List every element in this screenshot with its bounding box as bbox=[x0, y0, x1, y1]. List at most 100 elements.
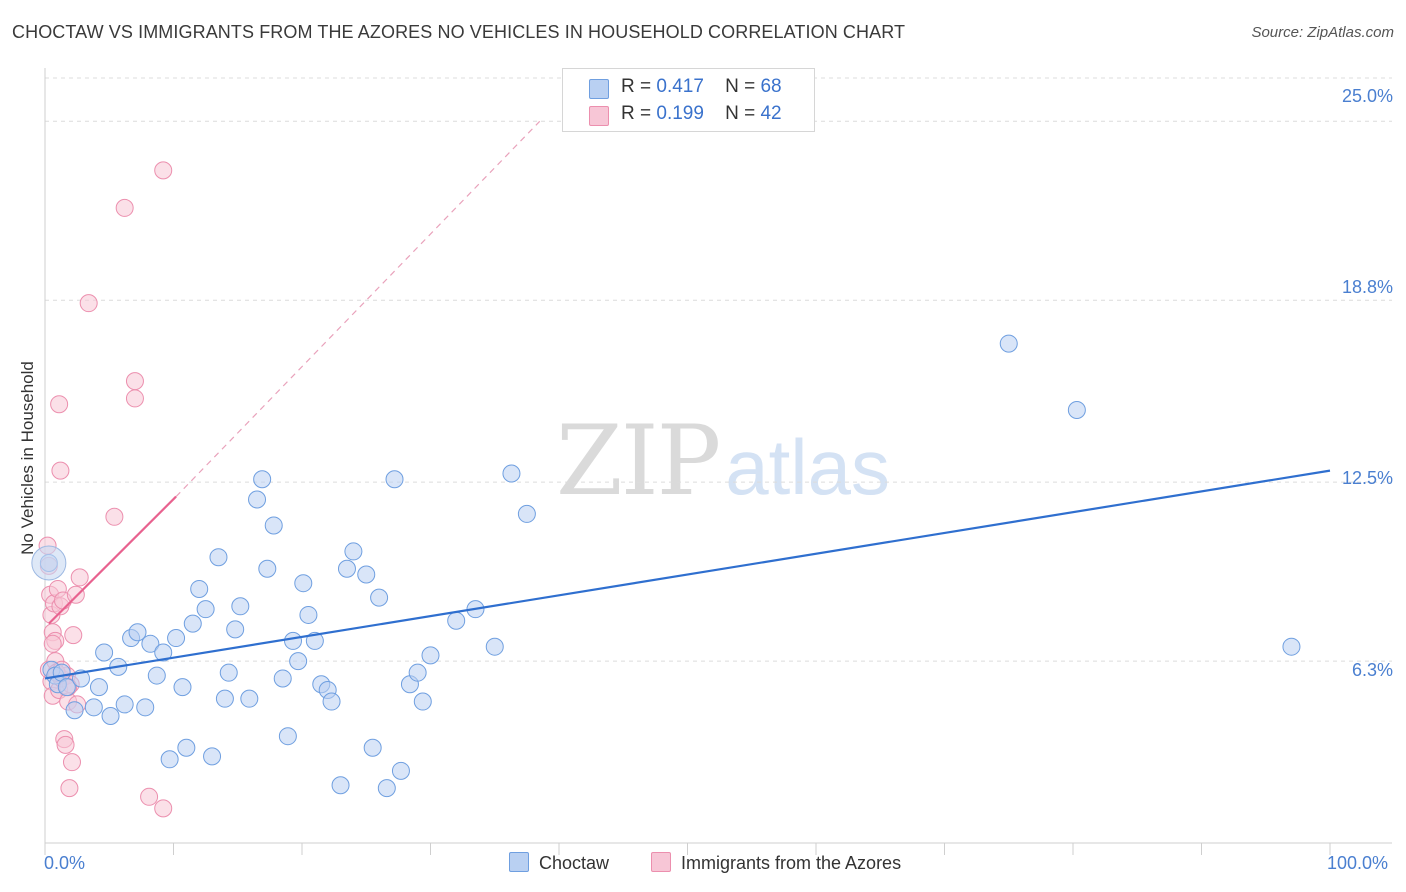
legend-swatch-pink bbox=[651, 852, 671, 872]
legend-n-label: N = bbox=[725, 103, 756, 124]
data-point-choctaw bbox=[385, 470, 404, 489]
data-point-choctaw bbox=[331, 776, 350, 795]
data-point-azores bbox=[56, 735, 75, 754]
data-point-choctaw bbox=[294, 574, 313, 593]
legend-swatch-blue bbox=[589, 79, 609, 99]
data-point-azores bbox=[154, 799, 173, 818]
trend-line-azores bbox=[48, 495, 177, 625]
data-point-azores bbox=[62, 753, 81, 772]
data-point-choctaw-cluster bbox=[31, 545, 67, 581]
data-point-choctaw bbox=[264, 516, 283, 535]
data-point-choctaw bbox=[154, 643, 173, 662]
data-point-choctaw bbox=[502, 464, 521, 483]
data-point-choctaw bbox=[408, 663, 427, 682]
data-point-azores bbox=[125, 389, 144, 408]
data-point-choctaw bbox=[84, 698, 103, 717]
data-point-azores bbox=[64, 626, 83, 645]
data-point-choctaw bbox=[190, 579, 209, 598]
data-point-choctaw bbox=[305, 631, 324, 650]
watermark-zip: ZIP bbox=[556, 405, 721, 517]
y-tick-label: 6.3% bbox=[1351, 660, 1393, 680]
data-point-choctaw bbox=[253, 470, 272, 489]
data-point-choctaw bbox=[177, 738, 196, 757]
data-point-choctaw bbox=[357, 565, 376, 584]
data-point-azores bbox=[66, 585, 85, 604]
data-point-choctaw bbox=[322, 692, 341, 711]
y-tick-label: 12.5% bbox=[1341, 468, 1393, 488]
data-point-choctaw bbox=[115, 695, 134, 714]
legend-r-label: R = bbox=[621, 76, 652, 97]
data-point-choctaw bbox=[344, 542, 363, 561]
data-point-azores bbox=[140, 787, 159, 806]
data-point-choctaw bbox=[413, 692, 432, 711]
data-point-choctaw bbox=[209, 548, 228, 567]
x-tick-label: 100.0% bbox=[1327, 853, 1389, 873]
data-point-azores bbox=[105, 507, 124, 526]
data-point-choctaw bbox=[65, 701, 84, 720]
data-point-choctaw bbox=[231, 597, 250, 616]
data-point-choctaw bbox=[173, 678, 192, 697]
data-point-choctaw bbox=[240, 689, 259, 708]
chart-title: CHOCTAW VS IMMIGRANTS FROM THE AZORES NO… bbox=[12, 22, 906, 42]
y-axis-label: No Vehicles in Household bbox=[18, 361, 37, 555]
legend-item-azores: Immigrants from the Azores bbox=[651, 852, 901, 874]
legend-r-value: 0.417 bbox=[656, 76, 704, 97]
source-label: Source: ZipAtlas.com bbox=[1251, 24, 1394, 41]
data-point-choctaw bbox=[377, 779, 396, 798]
x-tick-label: 0.0% bbox=[44, 853, 86, 873]
watermark-atlas: atlas bbox=[725, 423, 890, 511]
y-tick-label: 18.8% bbox=[1341, 277, 1393, 297]
data-point-choctaw bbox=[258, 559, 277, 578]
data-point-choctaw bbox=[57, 678, 76, 697]
data-point-azores bbox=[51, 461, 70, 480]
legend-item-choctaw: Choctaw bbox=[509, 852, 609, 874]
data-point-choctaw bbox=[95, 643, 114, 662]
legend-series-name: Immigrants from the Azores bbox=[681, 853, 902, 873]
data-point-choctaw bbox=[89, 678, 108, 697]
watermark: ZIPatlas bbox=[556, 405, 890, 517]
data-point-azores bbox=[115, 198, 134, 217]
data-point-choctaw bbox=[999, 334, 1018, 353]
legend-n-value: 42 bbox=[760, 103, 782, 124]
data-point-choctaw bbox=[284, 631, 303, 650]
data-point-azores bbox=[43, 634, 62, 653]
data-point-azores bbox=[79, 294, 98, 313]
data-point-choctaw bbox=[391, 761, 410, 780]
legend-n-value: 68 bbox=[760, 76, 782, 97]
data-point-choctaw bbox=[167, 629, 186, 648]
data-point-choctaw bbox=[370, 588, 389, 607]
legend-swatch-pink bbox=[589, 106, 609, 126]
data-point-azores bbox=[60, 779, 79, 798]
legend-swatch-blue bbox=[509, 852, 529, 872]
data-point-choctaw bbox=[219, 663, 238, 682]
y-tick-label: 25.0% bbox=[1341, 86, 1393, 106]
data-point-choctaw bbox=[363, 738, 382, 757]
data-point-azores bbox=[50, 395, 69, 414]
data-point-azores bbox=[70, 568, 89, 587]
legend-r-value: 0.199 bbox=[656, 103, 704, 124]
data-point-azores bbox=[154, 161, 173, 180]
data-point-choctaw bbox=[289, 652, 308, 671]
data-point-choctaw bbox=[1067, 400, 1086, 419]
data-point-choctaw bbox=[517, 504, 536, 523]
data-point-choctaw bbox=[226, 620, 245, 639]
trend-extension-azores bbox=[175, 120, 541, 498]
data-point-choctaw bbox=[248, 490, 267, 509]
trend-line-choctaw bbox=[44, 469, 1331, 680]
stats-legend: R = 0.417 N = 68 R = 0.199 N = 42 bbox=[562, 68, 815, 132]
data-point-choctaw bbox=[196, 600, 215, 619]
data-point-choctaw bbox=[421, 646, 440, 665]
data-point-choctaw bbox=[160, 750, 179, 769]
data-point-choctaw bbox=[1282, 637, 1301, 656]
data-point-choctaw bbox=[299, 605, 318, 624]
data-point-choctaw bbox=[101, 706, 120, 725]
legend-series-name: Choctaw bbox=[539, 853, 610, 873]
data-point-choctaw bbox=[141, 634, 160, 653]
data-point-choctaw bbox=[183, 614, 202, 633]
data-point-choctaw bbox=[203, 747, 222, 766]
data-point-choctaw bbox=[215, 689, 234, 708]
data-point-choctaw bbox=[147, 666, 166, 685]
data-point-choctaw bbox=[485, 637, 504, 656]
data-point-choctaw bbox=[128, 623, 147, 642]
